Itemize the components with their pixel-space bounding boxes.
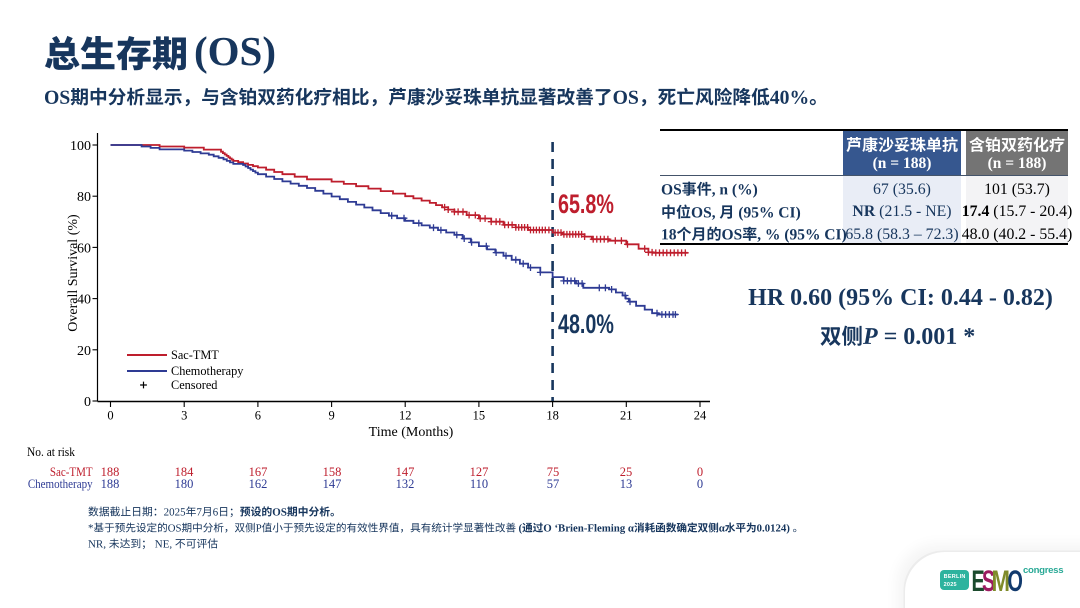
svg-text:Overall Survival (%): Overall Survival (%) [66, 214, 81, 332]
svg-text:2025: 2025 [944, 582, 957, 588]
svg-text:80: 80 [77, 190, 91, 205]
svg-text:Sac-TMT: Sac-TMT [171, 348, 219, 362]
svg-text:BERLIN: BERLIN [944, 574, 966, 580]
svg-text:0: 0 [107, 409, 113, 423]
svg-text:O: O [1008, 565, 1023, 598]
svg-text:9: 9 [328, 409, 334, 423]
svg-text:40: 40 [77, 293, 91, 308]
svg-text:18: 18 [546, 409, 559, 423]
svg-text:Censored: Censored [171, 378, 217, 392]
svg-text:21: 21 [620, 409, 633, 423]
svg-text:100: 100 [70, 139, 91, 154]
svg-text:S: S [982, 565, 995, 598]
svg-text:E: E [972, 565, 985, 598]
svg-text:15: 15 [473, 409, 486, 423]
svg-text:6: 6 [255, 409, 261, 423]
svg-text:12: 12 [399, 409, 412, 423]
svg-text:Time (Months): Time (Months) [369, 425, 454, 440]
svg-text:20: 20 [77, 344, 91, 359]
svg-text:24: 24 [694, 409, 707, 423]
svg-text:3: 3 [181, 409, 187, 423]
svg-text:Chemotherapy: Chemotherapy [171, 364, 244, 378]
svg-text:60: 60 [77, 241, 91, 256]
svg-text:M: M [992, 564, 1010, 598]
svg-text:0: 0 [84, 395, 91, 410]
svg-text:congress: congress [1023, 565, 1063, 576]
